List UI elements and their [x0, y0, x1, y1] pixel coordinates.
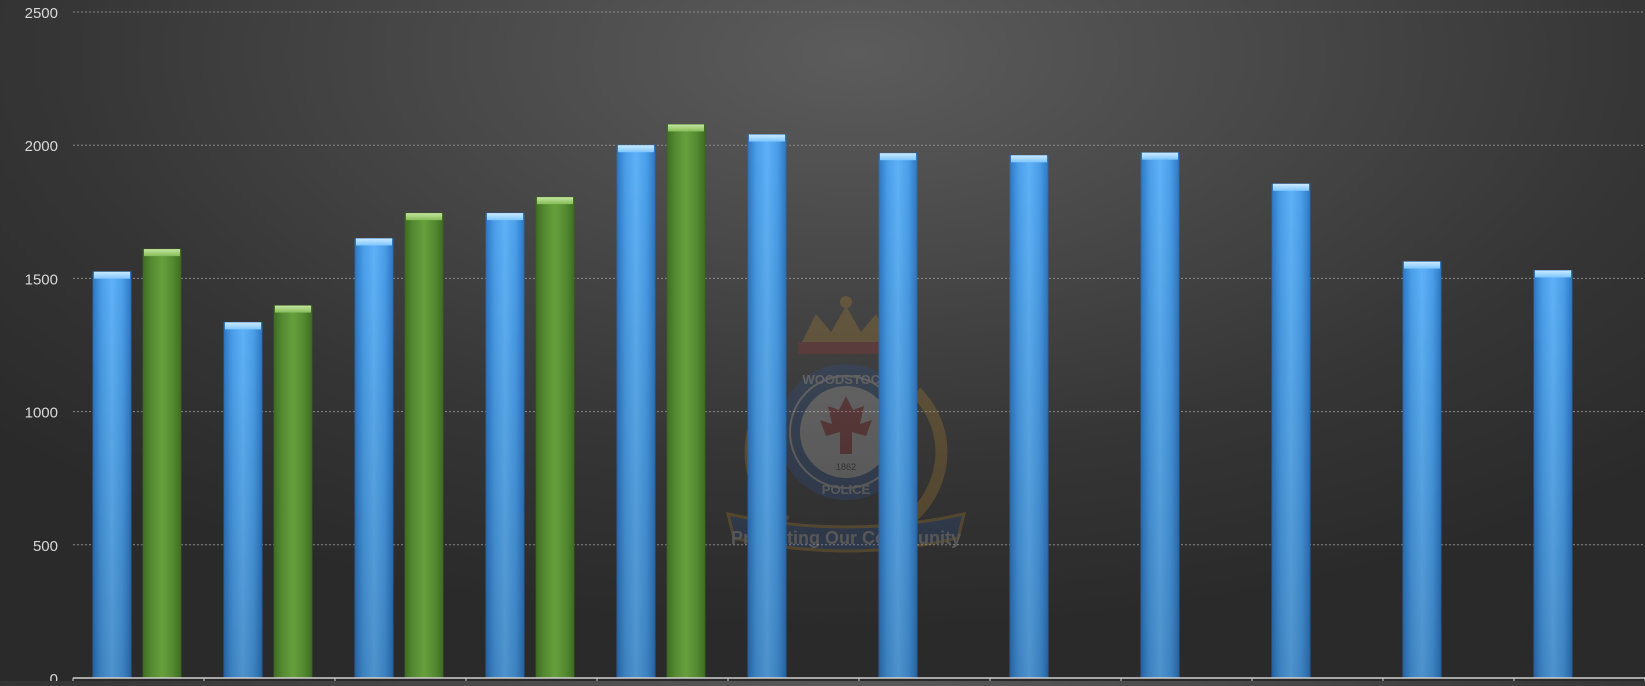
bar-top-bevel: [275, 305, 311, 313]
bar-top-bevel: [487, 213, 523, 221]
bar-shade: [355, 238, 393, 678]
bar-shade: [1141, 152, 1179, 679]
bar-shade: [1403, 261, 1441, 678]
crest-bottom-text: POLICE: [822, 482, 871, 497]
bar-top-bevel: [1273, 183, 1309, 191]
grid-lines: [73, 11, 1645, 546]
bar-series2-cat5: [666, 124, 706, 679]
bar-shade: [1272, 183, 1310, 678]
crest-top-text: WOODSTOCK: [802, 372, 890, 387]
bar-top-bevel: [749, 134, 785, 142]
y-tick-label: 0: [50, 671, 58, 681]
bar-shade: [1534, 270, 1572, 678]
bar-series2-cat2: [273, 305, 313, 679]
y-axis: 0 500 1000 1500 2000 2500: [25, 5, 58, 686]
y-tick-label: 1500: [25, 271, 58, 288]
bar-shade: [617, 145, 655, 678]
bar-top-bevel: [618, 145, 654, 153]
bar-shade: [879, 153, 917, 678]
bars-group: [92, 124, 1573, 679]
y-tick-label: 500: [33, 538, 58, 555]
bar-top-bevel: [1404, 261, 1440, 269]
bar-shade: [1010, 155, 1048, 679]
y-tick-label: 2000: [25, 138, 58, 155]
bar-top-bevel: [406, 213, 442, 221]
bar-top-bevel: [356, 238, 392, 246]
bar-top-bevel: [537, 197, 573, 205]
crest-year-text: 1862: [836, 462, 856, 472]
bar-top-bevel: [880, 153, 916, 161]
bar-shade: [486, 213, 524, 678]
bar-top-bevel: [1535, 270, 1571, 278]
bar-series2-cat1: [142, 248, 182, 679]
bar-top-bevel: [144, 249, 180, 257]
bar-shade: [224, 322, 262, 678]
bar-top-bevel: [225, 322, 261, 330]
bar-series2-cat4: [535, 196, 575, 679]
bar-top-bevel: [94, 271, 130, 279]
bar-series2-cat3: [404, 212, 444, 679]
bar-top-bevel: [1011, 155, 1047, 163]
bar-top-bevel: [668, 124, 704, 132]
y-tick-label: 1000: [25, 405, 58, 422]
bar-shade: [93, 271, 131, 678]
y-tick-label: 2500: [25, 5, 58, 22]
bar-top-bevel: [1142, 152, 1178, 160]
bar-shade: [748, 134, 786, 678]
